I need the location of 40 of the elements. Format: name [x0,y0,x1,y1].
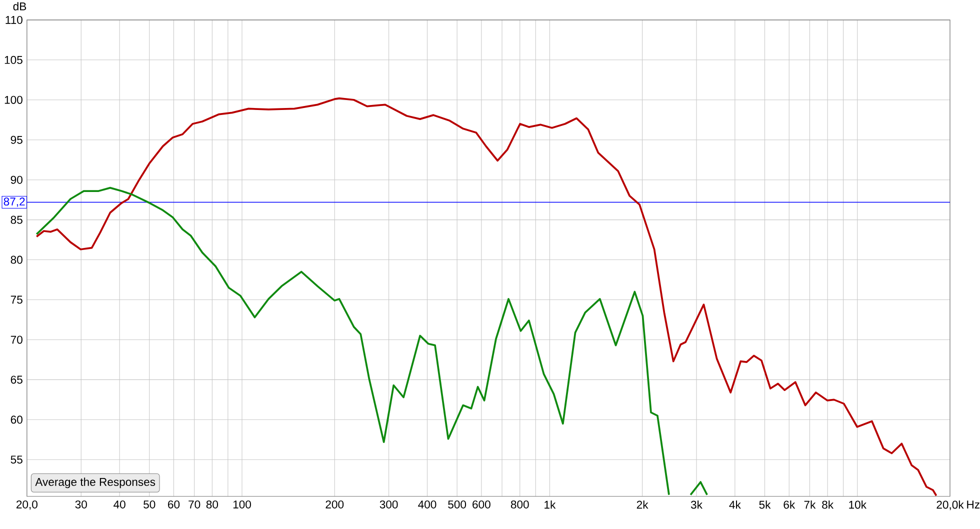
x-tick-label: 400 [418,500,436,508]
x-tick-label: 6k [784,500,796,509]
x-tick-label: 200 [326,500,344,508]
y-tick-label: 95 [10,136,22,144]
x-tick-label: 7k [804,500,816,508]
x-tick-label: 80 [206,500,218,508]
x-tick-label: 50 [144,500,156,508]
y-tick-label: 85 [10,216,22,224]
y-tick-label: 55 [10,456,22,464]
y-tick-label: 100 [4,96,22,104]
y-tick-label: 60 [10,416,22,424]
x-tick-label: 600 [472,500,490,508]
x-tick-label: 800 [510,500,529,508]
x-tick-label: 8k [822,500,834,509]
x-tick-label: 20,0k [936,500,964,510]
y-tick-label: 80 [10,256,22,264]
x-tick-label: 100 [233,500,251,508]
y-tick-label: 90 [10,176,22,184]
ref-line-label: 87,2 [4,197,25,207]
x-tick-label: 60 [168,500,180,508]
x-tick-label: 300 [380,500,398,508]
x-tick-label: 40 [114,500,126,508]
x-tick-label: 1k [544,500,556,508]
y-tick-label: 65 [10,376,22,384]
x-tick-label: 500 [448,500,466,508]
y-axis-title: dB [13,2,26,10]
x-tick-label: 20,0 [16,500,38,510]
x-tick-label: 3k [690,500,702,509]
y-tick-label: 70 [10,336,22,344]
y-tick-label: 110 [6,16,22,24]
x-tick-label: 70 [188,500,200,508]
y-tick-label: 105 [4,56,22,64]
x-tick-label: 2k [636,500,648,508]
x-axis-title: Hz [967,500,980,508]
x-tick-label: 10k [849,500,867,509]
annotation: Average the Responses [35,477,156,488]
x-tick-label: 4k [729,500,741,508]
x-tick-label: 5k [759,500,771,509]
y-tick-label: 75 [10,296,22,304]
x-tick-label: 30 [75,500,87,508]
